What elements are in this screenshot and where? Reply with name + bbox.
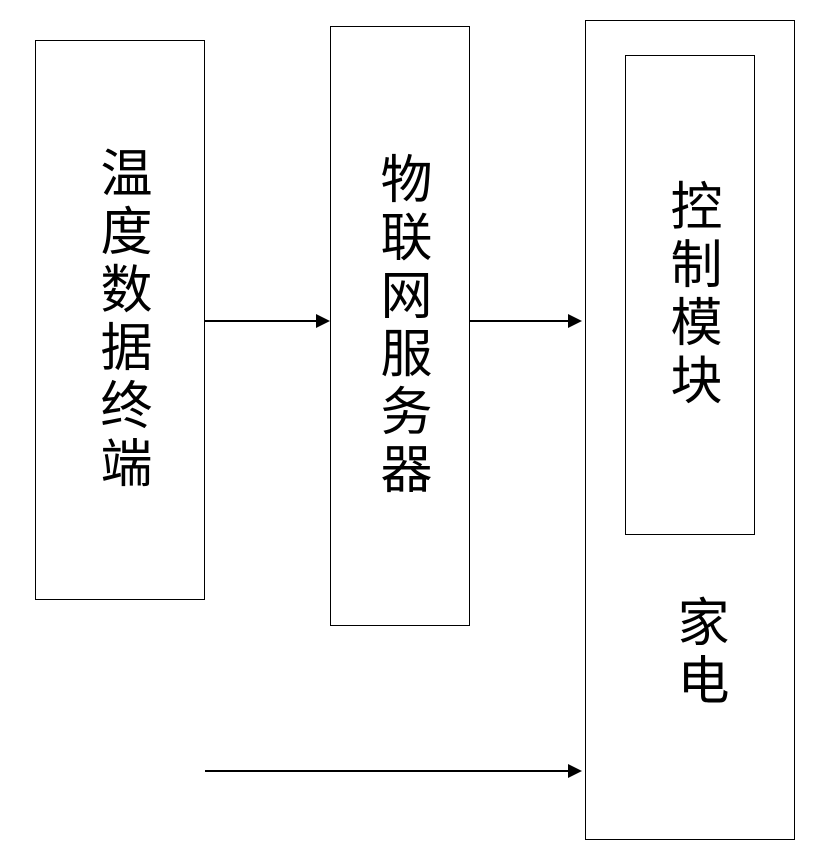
arrow-head-icon [568, 764, 582, 778]
arrow-head-icon [316, 314, 330, 328]
node-server: 物联网服务器 [330, 26, 470, 626]
arrow-head-icon [568, 314, 582, 328]
node-terminal-label: 温度数据终端 [94, 146, 146, 494]
appliance-label: 家电 [660, 595, 735, 711]
edge-line [205, 770, 568, 772]
edge-line [205, 320, 316, 322]
node-terminal: 温度数据终端 [35, 40, 205, 600]
edge-line [470, 320, 568, 322]
diagram-canvas: 温度数据终端 物联网服务器 控制模块 家电 [0, 0, 829, 854]
node-control-label: 控制模块 [664, 179, 716, 411]
node-control: 控制模块 [625, 55, 755, 535]
node-server-label: 物联网服务器 [374, 152, 426, 500]
